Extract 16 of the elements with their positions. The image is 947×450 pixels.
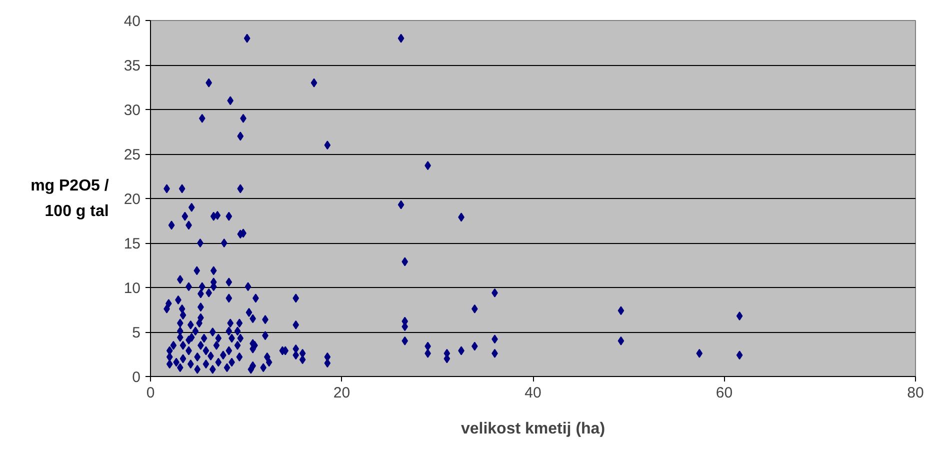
x-tick-label: 20 (333, 384, 350, 402)
y-tick-label: 30 (124, 102, 141, 119)
y-tick-label: 10 (124, 280, 141, 297)
y-axis-title: mg P2O5 / 100 g tal (30, 177, 110, 220)
x-tick-label: 40 (524, 384, 542, 402)
y-tick-label: 15 (124, 236, 141, 252)
x-tick-label: 60 (716, 384, 733, 402)
y-tick-label: 0 (132, 369, 140, 386)
x-tick-label: 0 (146, 384, 155, 402)
y-tick-label: 25 (124, 146, 141, 164)
y-tick-label: 40 (124, 13, 141, 30)
x-axis-title: velikost kmetij (ha) (460, 420, 606, 438)
x-tick-label: 80 (907, 384, 924, 402)
y-tick-label: 5 (132, 324, 140, 342)
y-tick-label: 35 (124, 58, 141, 74)
y-tick-label: 20 (124, 191, 141, 208)
